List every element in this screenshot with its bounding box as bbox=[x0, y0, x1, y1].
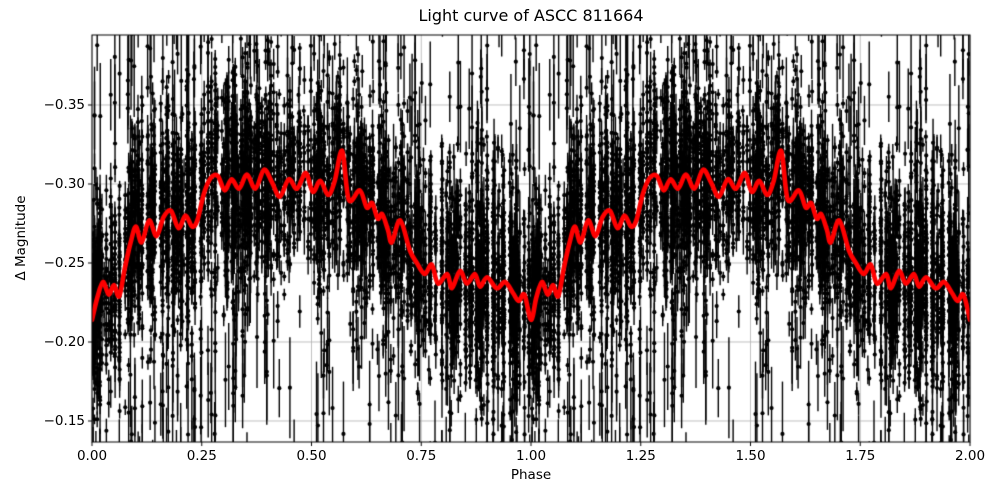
x-tick-label: 1.75 bbox=[845, 448, 876, 464]
plot-title: Light curve of ASCC 811664 bbox=[418, 6, 644, 25]
x-tick-label: 1.50 bbox=[735, 448, 766, 464]
y-tick-label: −0.30 bbox=[43, 175, 85, 192]
y-tick-label: −0.25 bbox=[43, 254, 85, 271]
x-tick-label: 2.00 bbox=[954, 448, 986, 464]
y-axis-label: Δ Magnitude bbox=[13, 195, 29, 281]
x-tick-label: 1.25 bbox=[625, 448, 656, 464]
x-tick-label: 0.75 bbox=[406, 448, 437, 464]
y-tick-label: −0.15 bbox=[43, 412, 85, 429]
x-tick-label: 1.00 bbox=[515, 448, 547, 464]
x-tick-label: 0.50 bbox=[296, 448, 327, 464]
y-tick-label: −0.35 bbox=[43, 96, 85, 113]
x-tick-label: 0.00 bbox=[76, 448, 108, 464]
y-tick-label: −0.20 bbox=[43, 333, 85, 350]
x-axis-label: Phase bbox=[510, 467, 552, 483]
x-tick-label: 0.25 bbox=[186, 448, 217, 464]
